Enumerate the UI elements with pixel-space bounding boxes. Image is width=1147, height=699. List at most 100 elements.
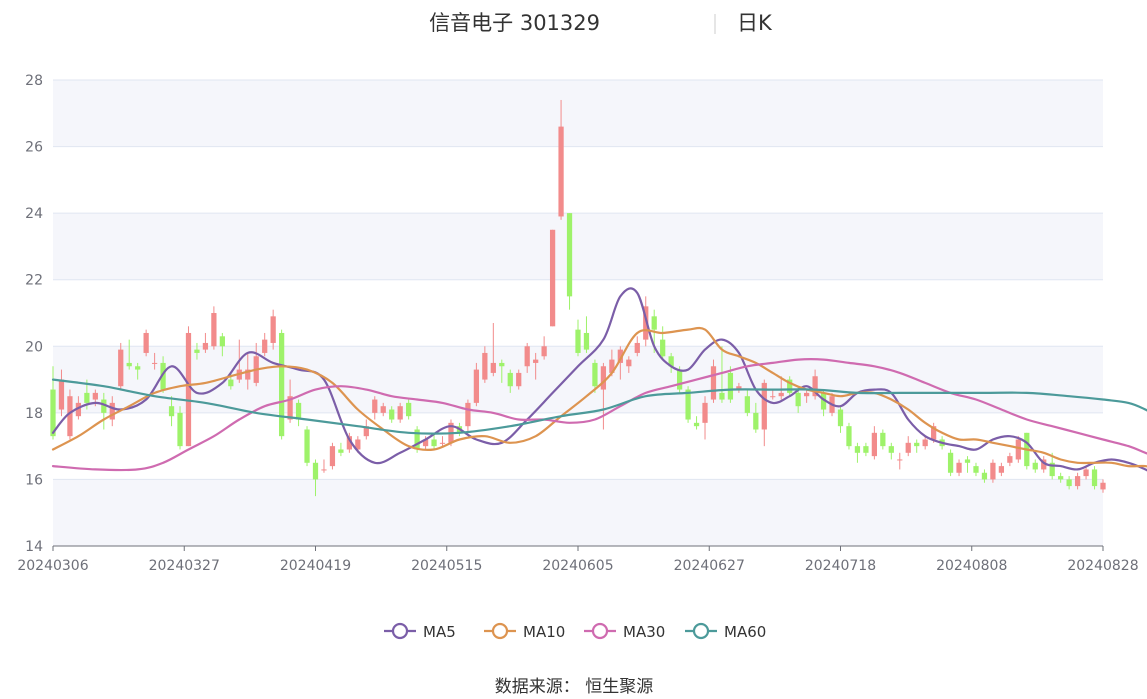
candle-body xyxy=(990,462,996,480)
x-tick-label: 20240808 xyxy=(936,558,1007,574)
candle xyxy=(363,419,369,440)
y-tick-label: 16 xyxy=(25,472,43,488)
candle-body xyxy=(524,346,530,367)
x-tick-label: 20240306 xyxy=(17,558,88,574)
y-tick-label: 28 xyxy=(25,73,43,89)
candle xyxy=(880,429,886,450)
candle xyxy=(431,432,437,450)
candle xyxy=(389,406,395,423)
candle-body xyxy=(956,462,962,473)
candle-body xyxy=(499,362,505,367)
legend-marker xyxy=(692,622,710,640)
candle-body xyxy=(101,399,107,413)
candle xyxy=(533,352,539,380)
candle xyxy=(566,213,573,310)
candle xyxy=(727,366,734,403)
candle-body xyxy=(168,406,175,417)
candle-body xyxy=(710,366,717,400)
candle-body xyxy=(770,396,776,398)
candle xyxy=(668,352,674,373)
candle-body xyxy=(702,402,708,423)
candle-body xyxy=(854,446,861,453)
candle-body xyxy=(329,446,336,467)
candle-body xyxy=(177,412,183,447)
candle-body xyxy=(693,422,700,427)
candle xyxy=(702,396,708,440)
candle xyxy=(211,306,217,350)
candle-body xyxy=(660,339,666,357)
candle-body xyxy=(151,362,158,364)
candle xyxy=(168,396,175,427)
candle xyxy=(964,456,971,473)
candle xyxy=(1083,466,1089,480)
candle-body xyxy=(905,442,911,453)
candle xyxy=(279,329,285,440)
legend[interactable]: MA5 MA10 MA30 MA60 xyxy=(384,622,766,641)
candle xyxy=(1100,479,1106,493)
plot-band xyxy=(53,479,1103,546)
plot-band xyxy=(53,213,1103,280)
candle-body xyxy=(295,402,302,420)
candle xyxy=(338,442,344,457)
y-tick-label: 22 xyxy=(25,273,43,289)
candle-body xyxy=(617,349,623,363)
candle xyxy=(981,469,988,483)
candle-body xyxy=(1066,479,1072,487)
candle xyxy=(482,346,488,383)
candle xyxy=(897,452,903,470)
candle xyxy=(118,342,124,390)
candle-body xyxy=(592,362,598,387)
candle-body xyxy=(634,342,640,353)
candle-body xyxy=(279,332,285,437)
candle xyxy=(634,336,640,357)
candle-body xyxy=(389,409,395,420)
candle xyxy=(753,402,759,433)
candle-body xyxy=(380,406,386,413)
candle xyxy=(990,459,996,483)
candle xyxy=(473,362,480,407)
candle-body xyxy=(727,372,734,400)
candle xyxy=(202,332,209,353)
candle-body xyxy=(1041,459,1047,470)
x-tick-label: 20240718 xyxy=(805,558,876,574)
legend-item-ma60[interactable]: MA60 xyxy=(685,622,766,641)
candle xyxy=(1074,472,1081,490)
candle xyxy=(465,399,471,433)
candle-body xyxy=(685,389,691,420)
candle xyxy=(67,389,73,440)
candle-body xyxy=(744,396,750,413)
candle-body xyxy=(355,439,361,450)
candle xyxy=(406,399,412,420)
candle xyxy=(583,316,590,353)
candle-body xyxy=(473,369,480,403)
legend-item-ma5[interactable]: MA5 xyxy=(384,622,456,641)
candle-body xyxy=(778,392,784,397)
candle-body xyxy=(516,372,522,387)
legend-item-ma10[interactable]: MA10 xyxy=(484,622,565,641)
candle-body xyxy=(1083,469,1089,477)
candle-body xyxy=(947,452,954,473)
candle-body xyxy=(135,366,141,370)
candle xyxy=(321,459,327,473)
x-tick-label: 20240828 xyxy=(1067,558,1138,574)
candle xyxy=(1024,432,1030,470)
candle xyxy=(1058,472,1064,483)
candle xyxy=(922,436,928,450)
ma10-line xyxy=(51,326,1147,468)
candle-body xyxy=(820,392,827,410)
candle-body xyxy=(575,329,581,353)
candle-body xyxy=(92,392,98,400)
x-tick-label: 20240627 xyxy=(674,558,745,574)
candle xyxy=(1091,466,1098,490)
y-tick-label: 26 xyxy=(25,140,43,156)
candle-body xyxy=(643,306,649,340)
legend-item-ma30[interactable]: MA30 xyxy=(584,622,665,641)
y-tick-label: 20 xyxy=(25,339,43,355)
candle-body xyxy=(1032,462,1038,470)
candle xyxy=(626,356,632,373)
candle-body xyxy=(431,439,437,447)
candle xyxy=(143,329,149,357)
candle-body xyxy=(228,379,234,387)
candle xyxy=(804,389,810,403)
